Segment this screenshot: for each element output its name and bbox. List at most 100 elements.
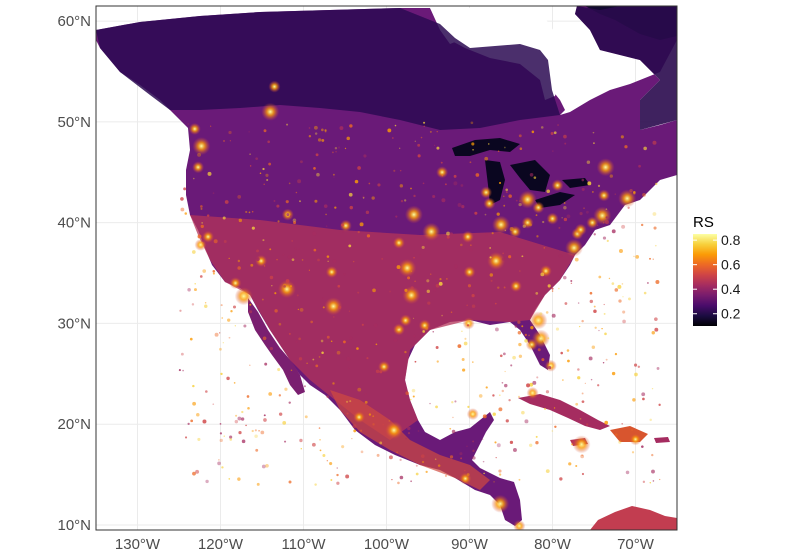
- raster-speckle: [194, 282, 196, 285]
- raster-speckle: [321, 351, 324, 354]
- raster-speckle: [631, 451, 635, 454]
- raster-speckle: [261, 298, 264, 301]
- raster-speckle: [566, 214, 571, 219]
- raster-speckle: [313, 167, 316, 170]
- raster-speckle: [312, 231, 317, 236]
- raster-speckle: [490, 279, 493, 282]
- raster-speckle: [410, 480, 412, 483]
- raster-speckle: [336, 350, 341, 355]
- raster-speckle: [268, 162, 272, 166]
- raster-speckle: [248, 211, 251, 214]
- raster-speckle: [579, 417, 582, 420]
- raster-speckle: [542, 220, 545, 224]
- raster-speckle: [219, 332, 221, 334]
- panel-border: [95, 5, 678, 531]
- raster-speckle: [605, 216, 608, 219]
- urban-hotspot: [255, 254, 268, 267]
- raster-speckle: [233, 382, 236, 384]
- raster-speckle: [229, 435, 233, 439]
- raster-speckle: [519, 270, 521, 272]
- raster-speckle: [276, 258, 278, 261]
- raster-speckle: [505, 191, 508, 194]
- raster-speckle: [529, 382, 534, 387]
- raster-speckle: [655, 280, 660, 285]
- lat-tick-label: 50°N: [57, 114, 91, 131]
- raster-speckle: [347, 367, 350, 370]
- lat-tick-label: 60°N: [57, 13, 91, 30]
- raster-speckle: [497, 150, 500, 152]
- raster-speckle: [488, 143, 490, 145]
- raster-speckle: [212, 403, 215, 406]
- raster-speckle: [605, 208, 608, 210]
- raster-speckle: [277, 220, 280, 223]
- urban-hotspot: [202, 230, 215, 243]
- raster-speckle: [518, 342, 522, 347]
- raster-speckle: [295, 191, 298, 194]
- raster-speckle: [223, 140, 225, 142]
- raster-speckle: [470, 121, 474, 125]
- raster-speckle: [466, 473, 470, 476]
- raster-speckle: [326, 255, 330, 258]
- raster-speckle: [407, 432, 411, 435]
- raster-speckle: [205, 390, 208, 393]
- raster-speckle: [395, 215, 398, 218]
- raster-speckle: [321, 139, 325, 142]
- raster-speckle: [518, 478, 521, 481]
- raster-speckle: [585, 210, 589, 214]
- raster-speckle: [396, 325, 400, 330]
- raster-speckle: [510, 364, 513, 367]
- raster-speckle: [432, 330, 435, 333]
- legend-tick-label: 0.8: [721, 232, 741, 248]
- lon-tick-label: 110°W: [281, 536, 326, 553]
- longitude-axis: 130°W 120°W 110°W 100°W 90°W 80°W 70°W: [115, 536, 655, 553]
- raster-speckle: [617, 284, 622, 289]
- raster-speckle: [651, 453, 654, 457]
- raster-speckle: [513, 448, 517, 452]
- raster-speckle: [551, 290, 554, 292]
- raster-speckle: [464, 469, 466, 472]
- raster-speckle: [304, 415, 308, 419]
- raster-speckle: [180, 207, 185, 212]
- raster-speckle: [519, 200, 521, 202]
- urban-hotspot: [268, 80, 281, 93]
- raster-speckle: [449, 455, 454, 459]
- raster-speckle: [603, 222, 605, 224]
- raster-speckle: [440, 161, 443, 164]
- raster-speckle: [301, 259, 304, 261]
- raster-speckle: [334, 146, 338, 150]
- raster-speckle: [592, 131, 595, 134]
- raster-speckle: [197, 234, 202, 239]
- raster-speckle: [240, 417, 245, 421]
- raster-speckle: [404, 288, 408, 292]
- raster-speckle: [377, 183, 381, 187]
- raster-speckle: [330, 340, 333, 342]
- raster-speckle: [423, 125, 425, 127]
- raster-speckle: [221, 317, 224, 319]
- raster-speckle: [602, 236, 607, 240]
- raster-speckle: [414, 280, 416, 282]
- lon-tick-label: 120°W: [198, 536, 244, 553]
- raster-speckle: [192, 177, 195, 180]
- raster-speckle: [583, 207, 585, 209]
- legend: RS 0.8 0.6 0.4 0.2: [693, 214, 741, 326]
- raster-speckle: [410, 286, 414, 290]
- raster-speckle: [359, 222, 364, 227]
- raster-speckle: [489, 256, 492, 259]
- raster-speckle: [251, 226, 255, 230]
- raster-speckle: [318, 356, 321, 358]
- raster-speckle: [255, 157, 258, 160]
- raster-speckle: [529, 223, 533, 227]
- raster-speckle: [308, 127, 311, 129]
- raster-speckle: [213, 239, 218, 244]
- raster-speckle: [593, 309, 597, 314]
- raster-speckle: [222, 216, 226, 220]
- raster-speckle: [467, 284, 472, 288]
- raster-speckle: [346, 136, 350, 141]
- raster-speckle: [284, 440, 287, 443]
- raster-speckle: [454, 264, 458, 269]
- raster-speckle: [577, 302, 580, 304]
- raster-speckle: [241, 410, 244, 414]
- urban-hotspot: [459, 472, 472, 485]
- raster-speckle: [207, 171, 212, 176]
- land-puerto-rico: [654, 437, 670, 443]
